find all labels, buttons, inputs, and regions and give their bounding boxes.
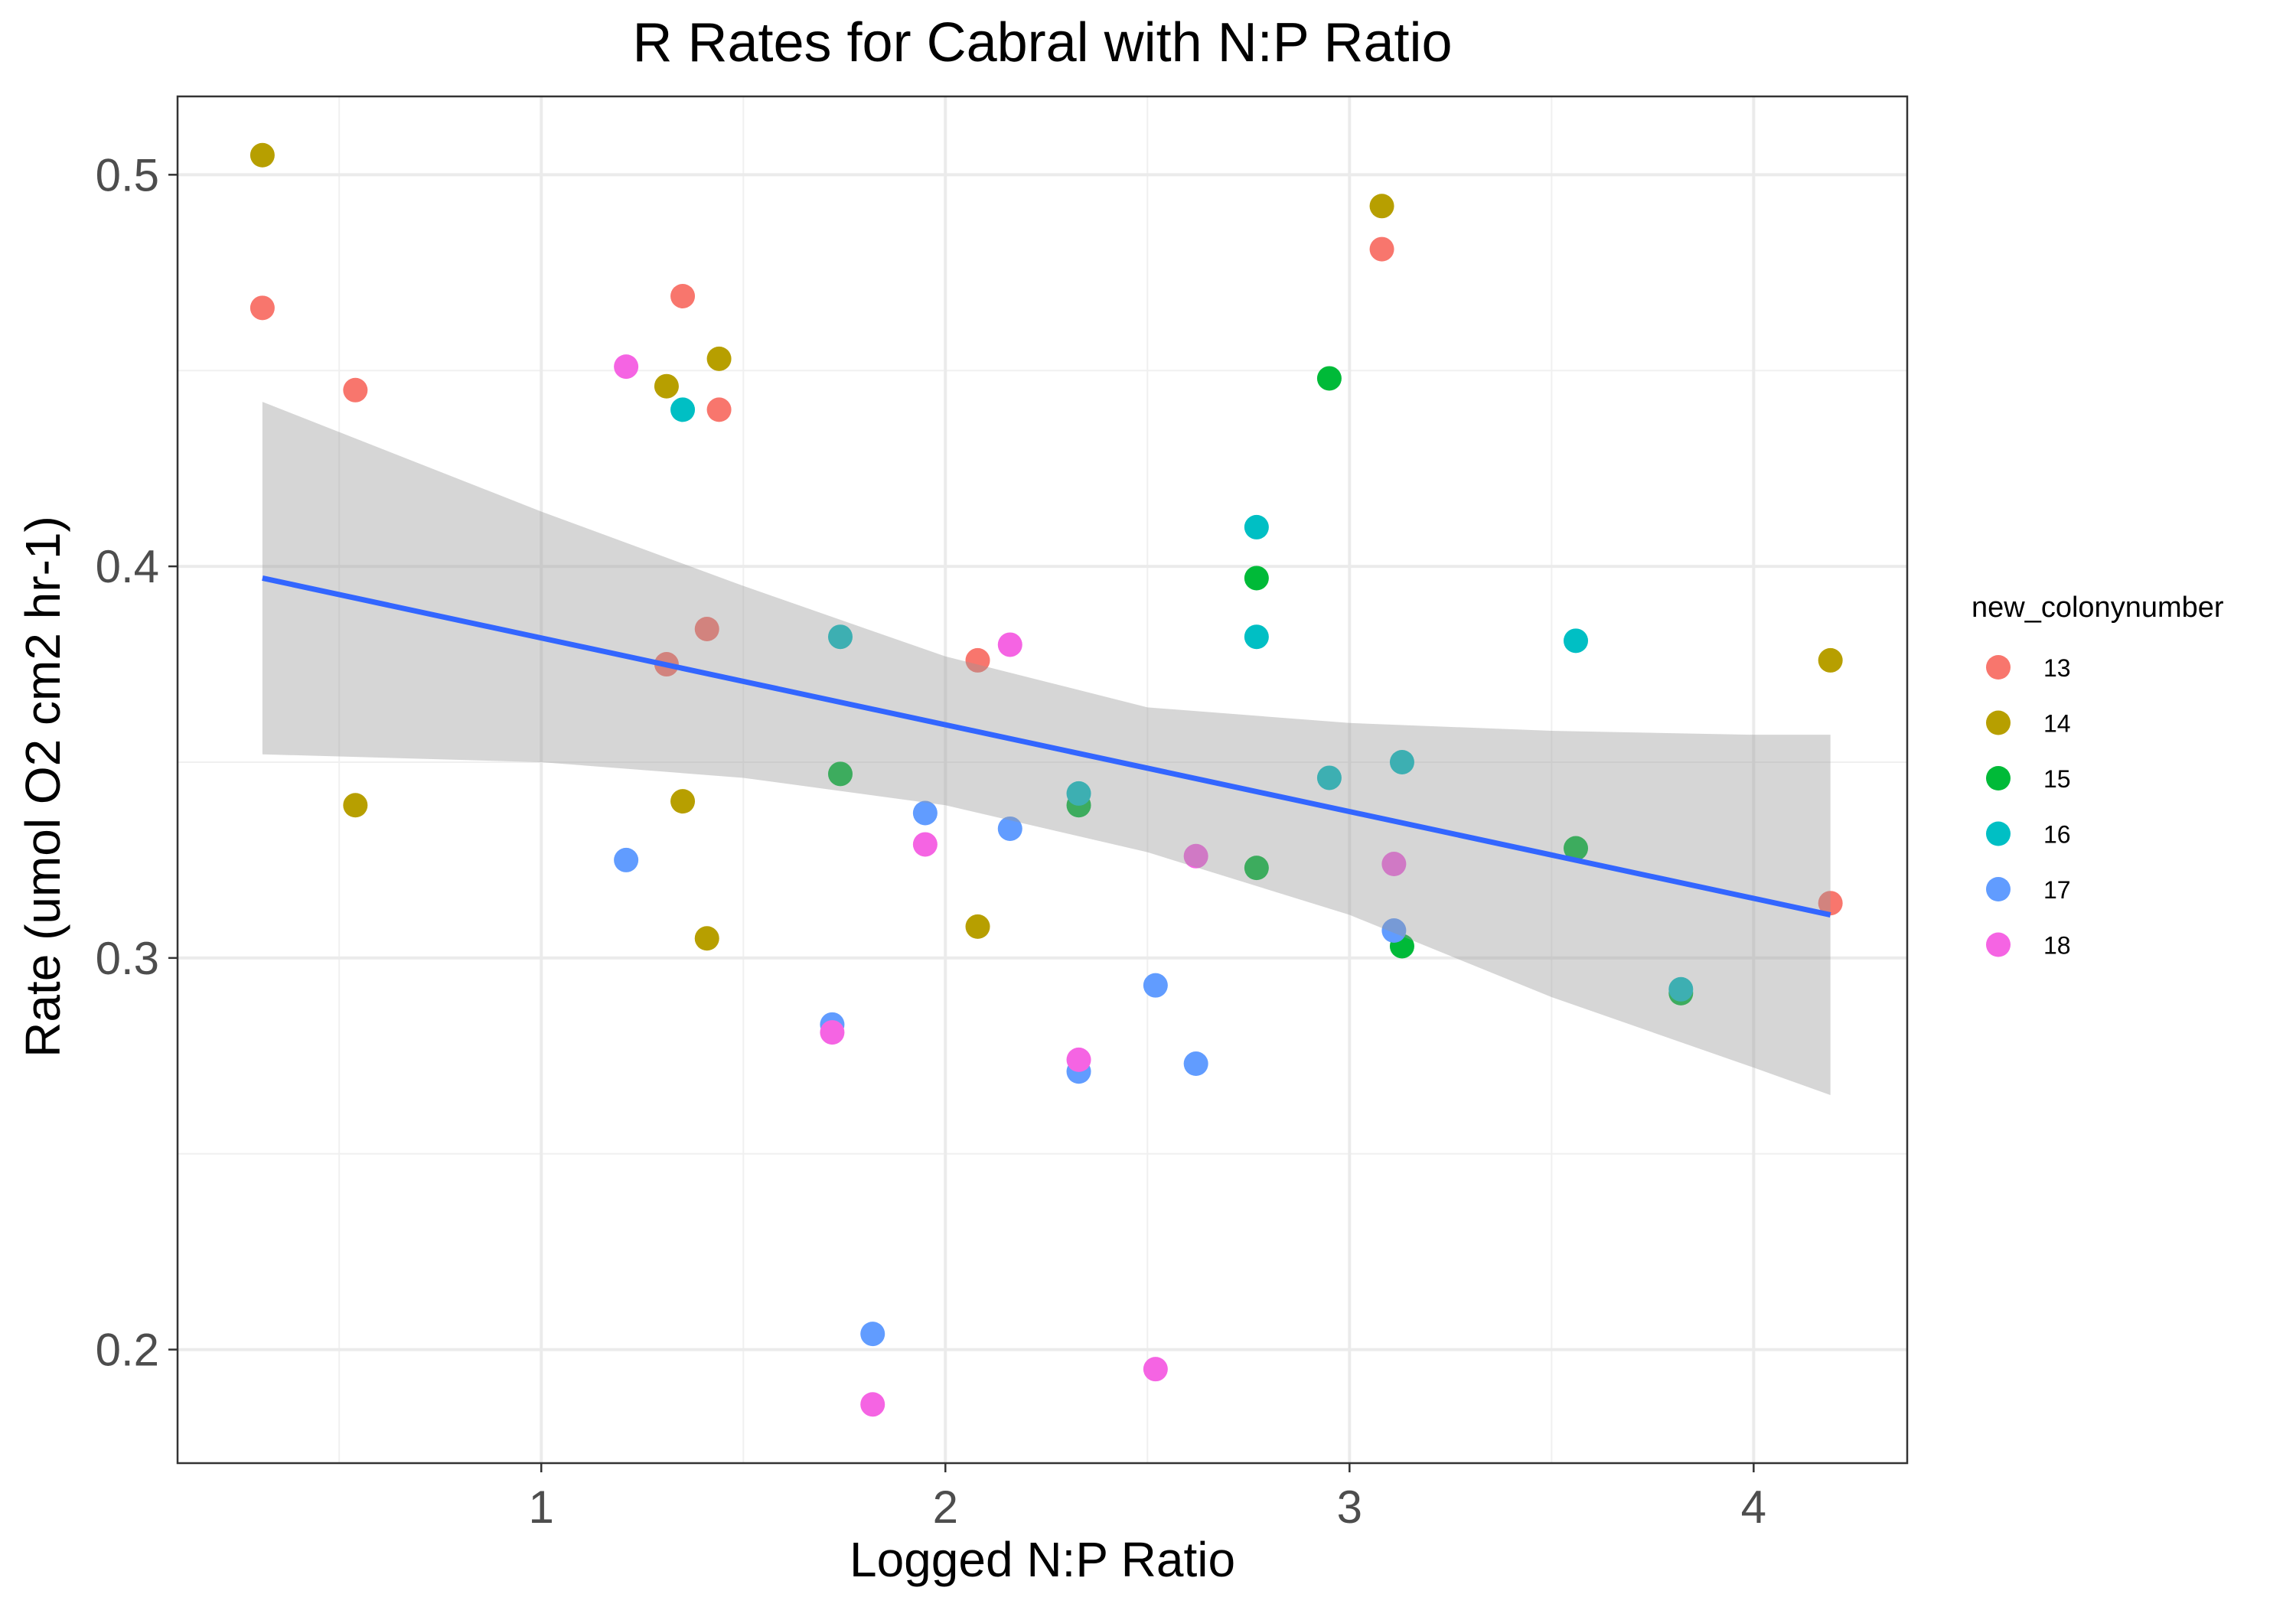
data-point-colony-18 xyxy=(1381,852,1407,877)
legend-label: 18 xyxy=(2043,932,2071,960)
data-point-colony-18 xyxy=(1066,1047,1091,1072)
data-point-colony-14 xyxy=(694,926,719,951)
data-point-colony-13 xyxy=(670,283,696,308)
legend-label: 15 xyxy=(2043,765,2071,793)
legend-key-colony-13 xyxy=(1986,655,2011,680)
data-point-colony-18 xyxy=(912,832,938,857)
data-point-colony-16 xyxy=(1244,514,1269,539)
data-point-colony-13 xyxy=(965,647,990,673)
data-point-colony-15 xyxy=(1244,856,1269,881)
data-point-colony-13 xyxy=(343,377,368,403)
legend-key-colony-18 xyxy=(1986,932,2011,957)
data-point-colony-14 xyxy=(706,346,732,371)
data-point-colony-18 xyxy=(997,632,1022,657)
data-point-colony-13 xyxy=(1369,236,1394,262)
data-point-colony-17 xyxy=(997,816,1022,841)
data-point-colony-13 xyxy=(249,295,275,321)
plot-area: 1 2 3 4 0.2 0.3 0.4 0.5 xyxy=(96,95,1909,1533)
data-point-colony-16 xyxy=(1389,749,1414,774)
data-point-colony-17 xyxy=(912,800,938,826)
legend-key-colony-17 xyxy=(1986,877,2011,901)
data-point-colony-16 xyxy=(1316,765,1342,790)
data-point-colony-18 xyxy=(1143,1357,1168,1382)
data-point-colony-18 xyxy=(1183,843,1208,869)
y-tick-label: 0.3 xyxy=(96,933,159,984)
data-point-colony-13 xyxy=(1818,891,1843,916)
data-point-colony-14 xyxy=(343,793,368,818)
data-point-colony-14 xyxy=(965,914,990,939)
data-point-colony-15 xyxy=(1564,836,1589,861)
y-tick-label: 0.2 xyxy=(96,1325,159,1376)
x-tick-label: 3 xyxy=(1337,1482,1362,1533)
data-point-colony-13 xyxy=(706,397,732,422)
data-point-colony-17 xyxy=(1381,918,1407,944)
data-point-colony-14 xyxy=(1369,194,1394,219)
data-point-colony-17 xyxy=(1183,1051,1208,1077)
data-point-colony-15 xyxy=(1244,566,1269,591)
data-point-colony-17 xyxy=(860,1322,885,1347)
data-point-colony-14 xyxy=(654,373,679,399)
x-tick-label: 4 xyxy=(1741,1482,1766,1533)
trend-line xyxy=(262,575,1831,918)
legend-key-colony-16 xyxy=(1986,821,2011,846)
data-point-colony-16 xyxy=(1066,781,1091,806)
data-point-colony-16 xyxy=(1244,624,1269,650)
panel-border xyxy=(176,95,1909,1465)
chart-title: R Rates for Cabral with N:P Ratio xyxy=(632,12,1452,73)
y-axis-title: Rate (umol O2 cm2 hr-1) xyxy=(15,516,70,1058)
data-point-colony-14 xyxy=(670,789,696,814)
data-point-colony-16 xyxy=(1564,628,1589,654)
data-point-colony-16 xyxy=(1668,976,1694,1002)
x-tick-label: 1 xyxy=(529,1482,554,1533)
data-point-colony-14 xyxy=(1818,647,1843,673)
data-point-colony-18 xyxy=(860,1392,885,1417)
data-point-colony-17 xyxy=(614,847,639,872)
data-point-colony-18 xyxy=(614,354,639,380)
data-point-colony-15 xyxy=(1316,366,1342,391)
legend-key-colony-14 xyxy=(1986,710,2011,735)
legend-label: 13 xyxy=(2043,654,2071,682)
legend-label: 16 xyxy=(2043,821,2071,849)
data-point-colony-17 xyxy=(1143,973,1168,998)
legend-title: new_colonynumber xyxy=(1971,592,2224,624)
data-point-colony-16 xyxy=(670,397,696,422)
x-axis-title: Logged N:P Ratio xyxy=(850,1532,1235,1587)
data-point-colony-16 xyxy=(827,624,853,650)
data-point-colony-18 xyxy=(820,1020,845,1045)
x-tick-label: 2 xyxy=(933,1482,958,1533)
legend-label: 17 xyxy=(2043,876,2071,904)
data-point-colony-13 xyxy=(694,616,719,641)
legend: new_colonynumber 13 14 15 16 17 18 xyxy=(1971,592,2224,971)
data-point-colony-14 xyxy=(249,142,275,168)
legend-label: 14 xyxy=(2043,710,2071,738)
y-tick-label: 0.5 xyxy=(96,149,159,200)
y-tick-label: 0.4 xyxy=(96,541,159,592)
legend-key-colony-15 xyxy=(1986,766,2011,790)
data-point-colony-15 xyxy=(827,761,853,787)
